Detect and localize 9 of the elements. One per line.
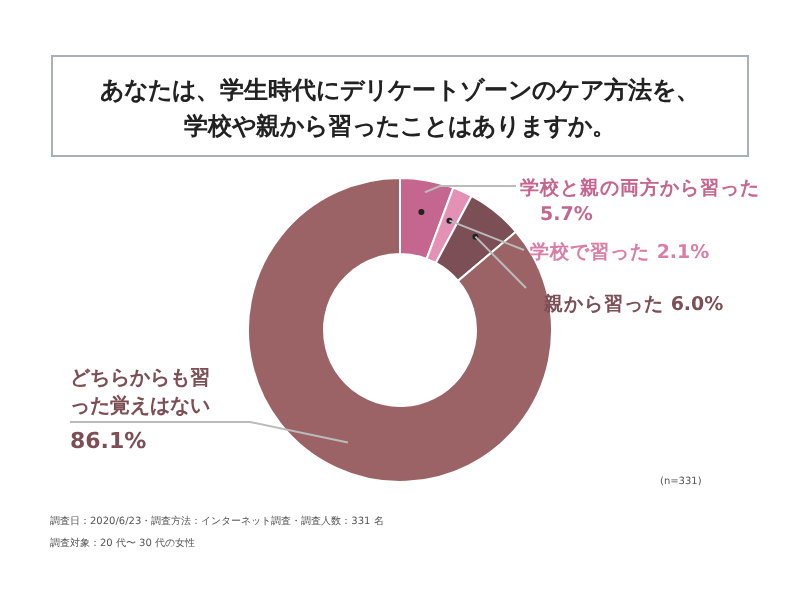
slice-label: どちらからも習った覚えはない (70, 366, 210, 418)
data-label: 86.1% (70, 428, 147, 454)
chart-title: あなたは、学生時代にデリケートゾーンのケア方法を、学校や親から習ったことはありますか。 (100, 76, 700, 140)
slice-label: 学校で習った (530, 242, 650, 264)
data-label: 6.0% (670, 294, 725, 316)
data-label: 2.1% (656, 242, 711, 264)
data-label: 5.7% (540, 204, 594, 226)
slice-label: 学校と親の両方から習った (520, 176, 760, 200)
donut-slice (434, 194, 517, 282)
